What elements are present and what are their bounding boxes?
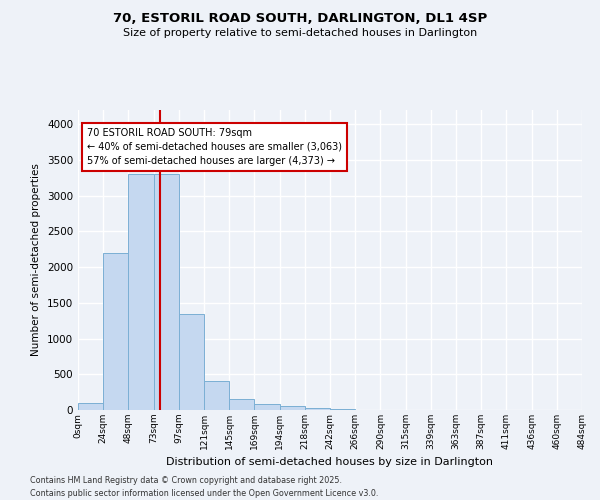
Bar bbox=[128, 174, 154, 410]
Bar bbox=[204, 380, 229, 410]
Y-axis label: Number of semi-detached properties: Number of semi-detached properties bbox=[31, 164, 41, 356]
Bar bbox=[280, 406, 305, 410]
Bar bbox=[103, 253, 128, 410]
Bar bbox=[305, 408, 330, 410]
X-axis label: Distribution of semi-detached houses by size in Darlington: Distribution of semi-detached houses by … bbox=[167, 458, 493, 468]
Text: 70 ESTORIL ROAD SOUTH: 79sqm
← 40% of semi-detached houses are smaller (3,063)
5: 70 ESTORIL ROAD SOUTH: 79sqm ← 40% of se… bbox=[87, 128, 342, 166]
Bar bbox=[254, 404, 280, 410]
Bar bbox=[78, 403, 103, 410]
Text: Contains HM Land Registry data © Crown copyright and database right 2025.
Contai: Contains HM Land Registry data © Crown c… bbox=[30, 476, 379, 498]
Bar bbox=[179, 314, 204, 410]
Bar bbox=[154, 174, 179, 410]
Bar bbox=[229, 399, 254, 410]
Text: 70, ESTORIL ROAD SOUTH, DARLINGTON, DL1 4SP: 70, ESTORIL ROAD SOUTH, DARLINGTON, DL1 … bbox=[113, 12, 487, 26]
Text: Size of property relative to semi-detached houses in Darlington: Size of property relative to semi-detach… bbox=[123, 28, 477, 38]
Bar bbox=[330, 409, 355, 410]
